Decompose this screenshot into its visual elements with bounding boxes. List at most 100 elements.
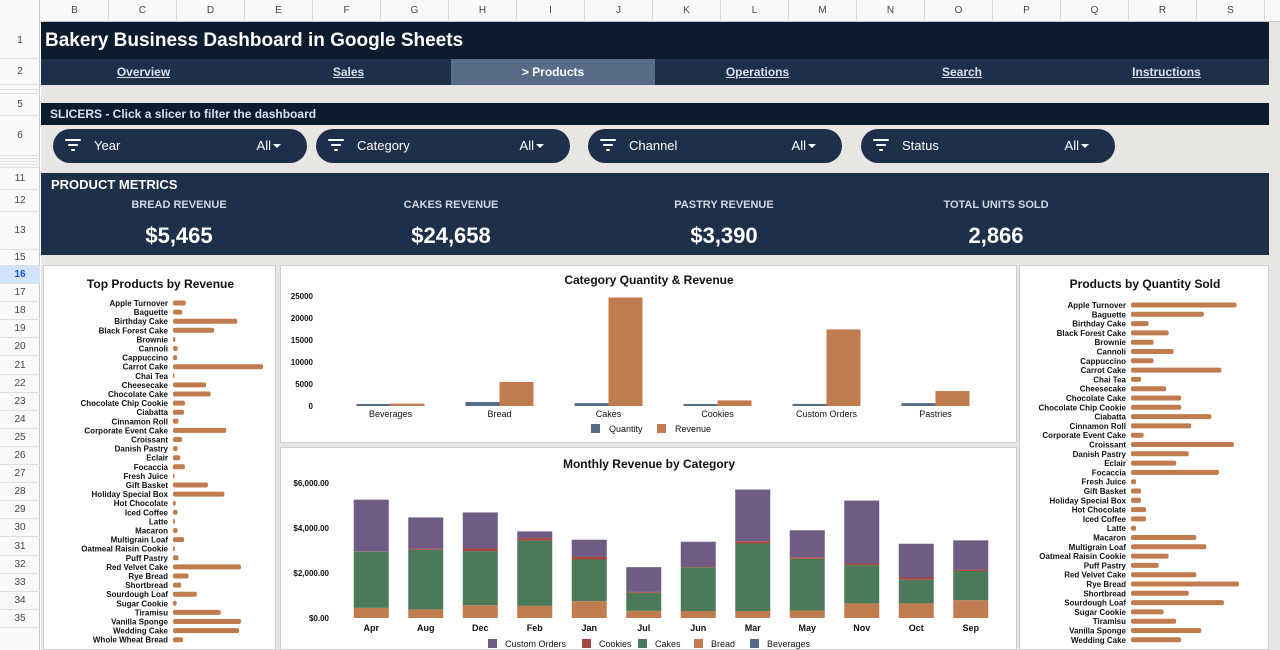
row-header[interactable] bbox=[0, 159, 40, 162]
nav-sales[interactable]: Sales bbox=[332, 65, 365, 79]
bar bbox=[173, 573, 189, 579]
row-header[interactable]: 32 bbox=[0, 556, 40, 574]
slicer-year[interactable]: Year All bbox=[53, 129, 307, 163]
row-header[interactable]: 35 bbox=[0, 610, 40, 628]
row-header[interactable]: 13 bbox=[0, 212, 40, 250]
column-header[interactable]: K bbox=[653, 0, 721, 22]
category-label: Oatmeal Raisin Cookie bbox=[81, 545, 168, 554]
column-header[interactable]: N bbox=[857, 0, 925, 22]
nav-products[interactable]: > Products bbox=[451, 59, 655, 85]
column-header[interactable]: S bbox=[1197, 0, 1265, 22]
row-header[interactable]: 12 bbox=[0, 190, 40, 212]
nav-search[interactable]: Search bbox=[941, 65, 983, 79]
bar bbox=[1131, 376, 1142, 382]
bar bbox=[173, 564, 241, 570]
chart-products-quantity[interactable]: Products by Quantity Sold Apple Turnover B… bbox=[1019, 265, 1269, 650]
column-header[interactable]: F bbox=[313, 0, 381, 22]
slicer-status[interactable]: Status All bbox=[861, 129, 1115, 163]
nav-overview[interactable]: Overview bbox=[116, 65, 171, 79]
column-header[interactable]: D bbox=[177, 0, 245, 22]
row-header[interactable] bbox=[0, 85, 40, 90]
column-header[interactable]: O bbox=[925, 0, 993, 22]
category-label: Oatmeal Raisin Cookie bbox=[1039, 552, 1126, 561]
column-header[interactable]: J bbox=[585, 0, 653, 22]
column-header[interactable]: E bbox=[245, 0, 313, 22]
select-all-corner[interactable] bbox=[0, 0, 40, 22]
bar bbox=[173, 327, 215, 333]
x-tick-label: Jul bbox=[637, 623, 650, 633]
slicer-channel[interactable]: Channel All bbox=[588, 129, 842, 163]
bar bbox=[1131, 637, 1182, 643]
chart-title: Products by Quantity Sold bbox=[1070, 277, 1221, 291]
column-header[interactable]: Q bbox=[1061, 0, 1129, 22]
nav-instructions[interactable]: Instructions bbox=[1132, 65, 1201, 79]
row-header[interactable]: 2 bbox=[0, 59, 40, 85]
row-header[interactable]: 30 bbox=[0, 519, 40, 538]
bar-segment bbox=[462, 512, 498, 549]
category-label: Holiday Special Box bbox=[92, 490, 169, 499]
row-header[interactable]: 31 bbox=[0, 538, 40, 556]
column-header[interactable]: L bbox=[721, 0, 789, 22]
row-header[interactable]: 26 bbox=[0, 447, 40, 466]
row-header[interactable] bbox=[0, 165, 40, 168]
slicer-value: All bbox=[256, 138, 271, 153]
row-header-bar: 1 2 5 6 11 12 13 15 16 17 18 19 20 21 22 23 24 25 26 27 28 29… bbox=[0, 22, 40, 650]
bar bbox=[574, 403, 609, 406]
bar-segment bbox=[898, 543, 934, 578]
row-header[interactable]: 16 bbox=[0, 266, 40, 285]
row-header[interactable]: 24 bbox=[0, 411, 40, 429]
bar bbox=[173, 500, 176, 506]
row-header[interactable]: 25 bbox=[0, 429, 40, 447]
bar-segment bbox=[898, 577, 934, 580]
x-tick-label: Jun bbox=[690, 623, 706, 633]
row-header[interactable] bbox=[0, 162, 40, 165]
row-header[interactable] bbox=[0, 156, 40, 159]
x-tick-label: Pastries bbox=[919, 409, 952, 419]
row-header[interactable]: 27 bbox=[0, 465, 40, 484]
row-header[interactable]: 34 bbox=[0, 592, 40, 610]
row-header[interactable]: 17 bbox=[0, 284, 40, 303]
filter-icon bbox=[873, 139, 889, 153]
chart-top-products-revenue[interactable]: Top Products by Revenue Apple Turnover Bag… bbox=[43, 265, 276, 650]
row-header[interactable]: 19 bbox=[0, 320, 40, 339]
bar-segment bbox=[353, 551, 389, 608]
row-header[interactable]: 33 bbox=[0, 574, 40, 592]
row-header[interactable]: 22 bbox=[0, 375, 40, 393]
column-header[interactable]: B bbox=[41, 0, 109, 22]
row-header[interactable]: 21 bbox=[0, 357, 40, 375]
category-label: Iced Coffee bbox=[125, 508, 169, 517]
column-header[interactable]: R bbox=[1129, 0, 1197, 22]
row-header[interactable]: 6 bbox=[0, 116, 40, 156]
y-tick-label: 25000 bbox=[291, 292, 314, 301]
row-header[interactable] bbox=[0, 90, 40, 94]
row-header[interactable]: 15 bbox=[0, 250, 40, 266]
chart-monthly-revenue[interactable]: Monthly Revenue by Category $6,000.00 $4,0… bbox=[280, 447, 1017, 650]
row-header[interactable]: 29 bbox=[0, 501, 40, 520]
row-header[interactable]: 18 bbox=[0, 302, 40, 321]
chart-category-quantity-revenue[interactable]: Category Quantity & Revenue 25000 20000 150… bbox=[280, 265, 1017, 443]
row-header[interactable]: 11 bbox=[0, 168, 40, 190]
row-header[interactable]: 28 bbox=[0, 483, 40, 502]
sheet-grid[interactable]: Bakery Business Dashboard in Google Shee… bbox=[41, 22, 1280, 650]
column-header[interactable]: G bbox=[381, 0, 449, 22]
row-header[interactable]: 23 bbox=[0, 393, 40, 411]
bar bbox=[1131, 572, 1197, 578]
column-header[interactable]: H bbox=[449, 0, 517, 22]
row-header[interactable]: 1 bbox=[0, 22, 40, 59]
bar bbox=[173, 528, 178, 533]
row-header[interactable]: 20 bbox=[0, 338, 40, 357]
x-tick-label: Nov bbox=[853, 623, 870, 633]
bar bbox=[465, 402, 500, 406]
category-label: Cannoli bbox=[1097, 348, 1126, 357]
column-header[interactable]: C bbox=[109, 0, 177, 22]
bar-segment bbox=[953, 569, 989, 571]
bar bbox=[1131, 404, 1182, 410]
nav-operations[interactable]: Operations bbox=[725, 65, 790, 79]
column-header[interactable]: M bbox=[789, 0, 857, 22]
column-header[interactable]: I bbox=[517, 0, 585, 22]
slicer-category[interactable]: Category All bbox=[316, 129, 570, 163]
row-header[interactable]: 5 bbox=[0, 94, 40, 116]
bar-segment bbox=[626, 567, 662, 592]
column-header[interactable]: P bbox=[993, 0, 1061, 22]
